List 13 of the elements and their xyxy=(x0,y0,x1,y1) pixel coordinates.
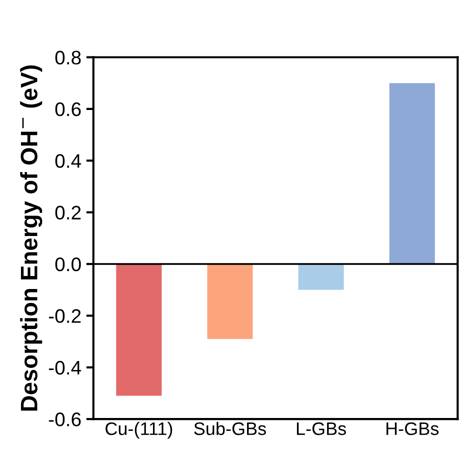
y-tick-label: -0.2 xyxy=(48,309,81,323)
y-tick-label: -0.6 xyxy=(48,412,81,426)
x-tick-label: L-GBs xyxy=(296,422,346,436)
y-tick-label: 0.4 xyxy=(55,154,82,168)
y-tick-label: 0.2 xyxy=(55,206,81,220)
x-tick-label: Sub-GBs xyxy=(194,422,266,436)
y-axis-title: Desorption Energy of OH$^{−}$ (eV) xyxy=(20,65,42,411)
y-tick-label: -0.4 xyxy=(48,360,82,375)
y-tick-label: 0.6 xyxy=(55,102,81,116)
y-tick-label: 0.8 xyxy=(55,50,81,64)
x-tick-label: H-GBs xyxy=(386,422,439,436)
x-tick-label: Cu-(111) xyxy=(106,422,172,439)
y-tick-label: 0.0 xyxy=(55,257,81,272)
